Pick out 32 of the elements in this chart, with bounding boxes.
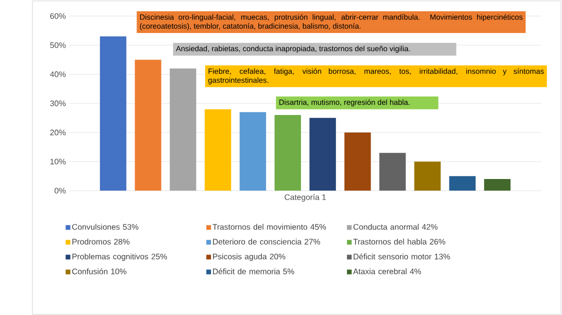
legend-label: Convulsiones 53% [72,224,138,230]
legend-label: Déficit de memoria 5% [213,268,294,274]
bar [309,118,336,191]
legend-label: Problemas cognitivos 25% [72,253,167,261]
bar [240,112,266,191]
legend-label: Deterioro de consciencia 27% [213,238,320,244]
y-tick-label: 0% [54,188,66,194]
bar [449,176,476,191]
bar [170,68,196,191]
legend-label: Prodromos 28% [72,238,130,244]
y-tick-label: 20% [50,129,66,136]
y-tick-label: 60% [50,13,66,19]
bar [204,109,232,191]
bar [414,161,441,191]
bar [484,178,511,191]
y-tick-label: 30% [50,100,66,106]
y-tick-label: 10% [50,158,66,164]
legend-label: Confusión 10% [72,268,126,274]
bar [274,114,301,191]
legend-label: Trastornos del movimiento 45% [212,224,326,230]
y-tick-label: 40% [50,71,66,77]
legend-label: Trastornos del habla 26% [353,238,446,244]
legend-label: Ataxia cerebral 4% [353,268,422,274]
legend-label: Déficit sensorio motor 13% [354,253,450,260]
y-tick-label: 50% [50,42,66,48]
legend-label: Conducta anormal 42% [354,224,438,230]
x-tick-label: Categoría 1 [284,194,326,202]
bar [134,60,162,191]
legend-label: Psicosis aguda 20% [213,253,286,261]
bar [379,152,406,191]
bar [100,36,126,191]
bar [344,132,371,191]
